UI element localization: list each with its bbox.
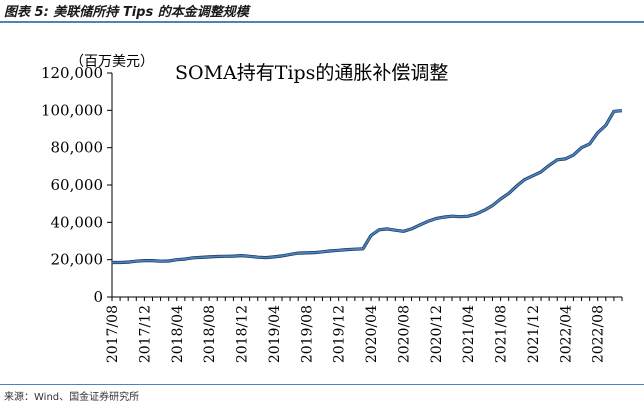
y-tick-label: 100,000 xyxy=(41,101,103,119)
x-tick-label: 2022/08 xyxy=(591,305,607,363)
y-tick-label: 120,000 xyxy=(41,64,103,82)
x-tick-label: 2022/04 xyxy=(558,305,574,363)
plot-area xyxy=(112,109,623,265)
source-note: 来源：Wind、国金证券研究所 xyxy=(4,392,140,403)
x-tick-label: 2020/08 xyxy=(396,305,412,363)
x-tick-label: 2019/04 xyxy=(267,305,283,363)
series-line xyxy=(112,109,623,264)
series-line-shadow xyxy=(112,109,623,265)
y-axis: 0 20,000 40,000 60,000 80,000 100,000 120,000 xyxy=(41,64,113,306)
x-tick-label: 2020/12 xyxy=(429,305,445,363)
chart: （百万美元） SOMA持有Tips的通胀补偿调整 0 20,000 40,000 60… xyxy=(41,54,623,363)
x-tick-label: 2019/08 xyxy=(299,305,315,363)
y-tick-label: 80,000 xyxy=(51,139,104,157)
x-tick-label: 2017/12 xyxy=(137,305,153,363)
x-tick-label: 2021/12 xyxy=(526,305,542,363)
y-tick-label: 60,000 xyxy=(51,176,104,194)
x-tick-label: 2020/04 xyxy=(364,305,380,363)
y-tick-label: 0 xyxy=(93,288,103,306)
bottom-rule xyxy=(0,384,644,385)
y-tick-label: 40,000 xyxy=(51,213,104,231)
x-tick-label: 2021/08 xyxy=(494,305,510,363)
chart-title: SOMA持有Tips的通胀补偿调整 xyxy=(175,62,448,84)
y-tick-label: 20,000 xyxy=(51,251,104,269)
unit-label: （百万美元） xyxy=(70,54,154,70)
x-tick-label: 2021/04 xyxy=(461,305,477,363)
x-tick-label: 2018/04 xyxy=(170,305,186,363)
x-tick-label: 2018/12 xyxy=(235,305,251,363)
x-tick-label: 2018/08 xyxy=(202,305,218,363)
x-tick-label: 2017/08 xyxy=(105,305,121,363)
top-rule xyxy=(0,21,644,23)
x-tick-label: 2019/12 xyxy=(332,305,348,363)
x-axis: 2017/08 2017/12 2018/04 2018/08 2018/12 2019/… xyxy=(105,296,623,363)
figure-title: 图表 5: 美联储所持 Tips 的本金调整规模 xyxy=(4,5,249,20)
